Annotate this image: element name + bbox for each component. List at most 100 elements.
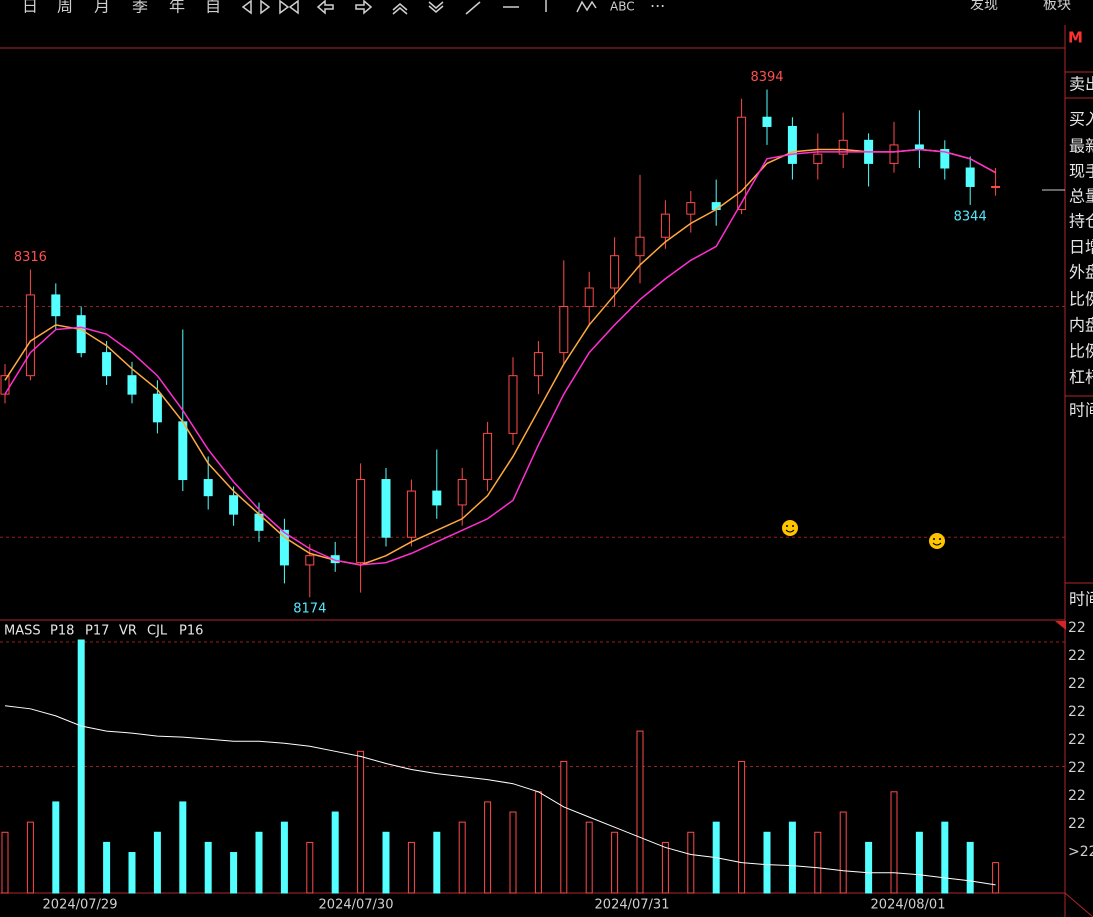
- volume-bar: [230, 852, 238, 894]
- toolbar: 日 周 月 季 年 自 ABC ··· 发现 板块: [22, 0, 1071, 16]
- volume-bar: [738, 760, 746, 894]
- panel-field: 买入: [1069, 110, 1093, 129]
- volume-bar: [687, 831, 695, 894]
- candle-body: [787, 125, 797, 164]
- volume-bar: [306, 841, 314, 894]
- volume-bar: [52, 801, 60, 894]
- period-year[interactable]: 年: [169, 0, 185, 16]
- panel-field: 比例: [1069, 342, 1093, 361]
- panel-field: 时间: [1069, 590, 1093, 609]
- volume-bar: [103, 841, 111, 894]
- indicator-tab: P17: [85, 624, 109, 639]
- date-label: 2024/08/01: [871, 898, 946, 913]
- candle-body: [940, 149, 950, 169]
- date-label: 2024/07/31: [595, 898, 670, 913]
- panel-field: 现手: [1069, 162, 1093, 181]
- panel-field: 外盘: [1069, 263, 1093, 282]
- candle-body: [737, 116, 747, 211]
- volume-bar: [992, 862, 1000, 894]
- panel-field: 杠杆: [1069, 368, 1093, 387]
- candle-body: [533, 352, 543, 377]
- date-label: 2024/07/30: [319, 898, 394, 913]
- candle-body: [152, 393, 162, 423]
- corner-marker: [1055, 621, 1066, 630]
- candle-body: [381, 479, 391, 538]
- tab-discover[interactable]: 发现: [970, 0, 998, 13]
- volume-bar: [534, 791, 542, 894]
- panel-field: 卖出: [1069, 75, 1093, 94]
- candle-body: [838, 139, 848, 155]
- volume-bar: [814, 831, 822, 894]
- volume-bar: [484, 801, 492, 894]
- candle-body: [203, 479, 213, 497]
- candle-body: [406, 490, 416, 538]
- emoji-icons: [782, 520, 945, 549]
- candle-body: [584, 287, 594, 307]
- date-label: 2024/07/29: [43, 898, 118, 913]
- period-day[interactable]: 日: [22, 0, 38, 16]
- panel-field: 总量: [1069, 187, 1093, 206]
- period-custom[interactable]: 自: [205, 0, 221, 16]
- axis-label: >22: [1068, 844, 1093, 860]
- moving-average: [4, 148, 996, 566]
- candle-body: [305, 555, 315, 566]
- candle-body: [559, 305, 569, 354]
- candle-body: [610, 255, 620, 289]
- volume-bar: [128, 852, 136, 894]
- candle-body: [51, 294, 61, 317]
- candle-body: [432, 490, 442, 506]
- candle-body: [76, 315, 86, 354]
- price-chart: 8316 8174 8394 8344: [0, 70, 1065, 617]
- candle-body: [991, 185, 1001, 188]
- axis-label: 22: [1068, 816, 1086, 832]
- volume-chart: MASS P18 P17 VR CJL P16 2024/07/29 2024/07/30 20…: [0, 620, 1093, 913]
- toolbar-icons[interactable]: [241, 0, 597, 15]
- volume-bar: [280, 821, 288, 894]
- axis-label: 22: [1068, 788, 1086, 804]
- volume-bar: [255, 831, 263, 894]
- volume-bar: [331, 811, 339, 894]
- side-panel: M 卖出买入最新现手总量持仓日增外盘比例内盘比例杠杆时间时间: [1068, 29, 1093, 609]
- open-interest-line: [4, 705, 996, 886]
- candle-body: [889, 144, 899, 164]
- volume-bar: [915, 831, 923, 894]
- candle-body: [813, 153, 823, 164]
- tool-more[interactable]: ···: [650, 0, 665, 16]
- candle-body: [0, 375, 10, 395]
- panel-field: 持仓: [1069, 212, 1093, 231]
- tool-abc[interactable]: ABC: [610, 0, 635, 14]
- panel-marker: M: [1068, 29, 1083, 47]
- panel-field: 时间: [1069, 401, 1093, 420]
- period-month[interactable]: 月: [94, 0, 110, 16]
- frame: [0, 25, 1093, 917]
- axis-label: 22: [1068, 732, 1086, 748]
- axis-label: 22: [1068, 760, 1086, 776]
- volume-bar: [611, 831, 619, 894]
- candle-body: [25, 294, 35, 377]
- volume-bar: [839, 811, 847, 894]
- volume-bar: [179, 801, 187, 894]
- panel-field: 比例: [1069, 290, 1093, 309]
- candle-body: [965, 167, 975, 187]
- candle-body: [686, 202, 696, 215]
- candle-body: [279, 529, 289, 566]
- indicator-tab: VR: [119, 624, 137, 639]
- indicator-tab: P16: [179, 624, 203, 639]
- candle-body: [178, 421, 188, 481]
- indicator-tab: P18: [50, 624, 74, 639]
- tab-sector[interactable]: 板块: [1043, 0, 1071, 13]
- volume-bar: [788, 821, 796, 894]
- candle-body: [762, 116, 772, 127]
- indicator-tab: MASS: [4, 624, 41, 639]
- period-week[interactable]: 周: [57, 0, 73, 16]
- panel-field: 日增: [1069, 238, 1093, 257]
- axis-label: 22: [1068, 620, 1086, 636]
- candle-body: [356, 479, 366, 564]
- period-quarter[interactable]: 季: [132, 0, 148, 16]
- moving-average: [4, 148, 996, 566]
- volume-bar: [636, 730, 644, 894]
- volume-bar: [966, 841, 974, 894]
- volume-bar: [560, 760, 568, 894]
